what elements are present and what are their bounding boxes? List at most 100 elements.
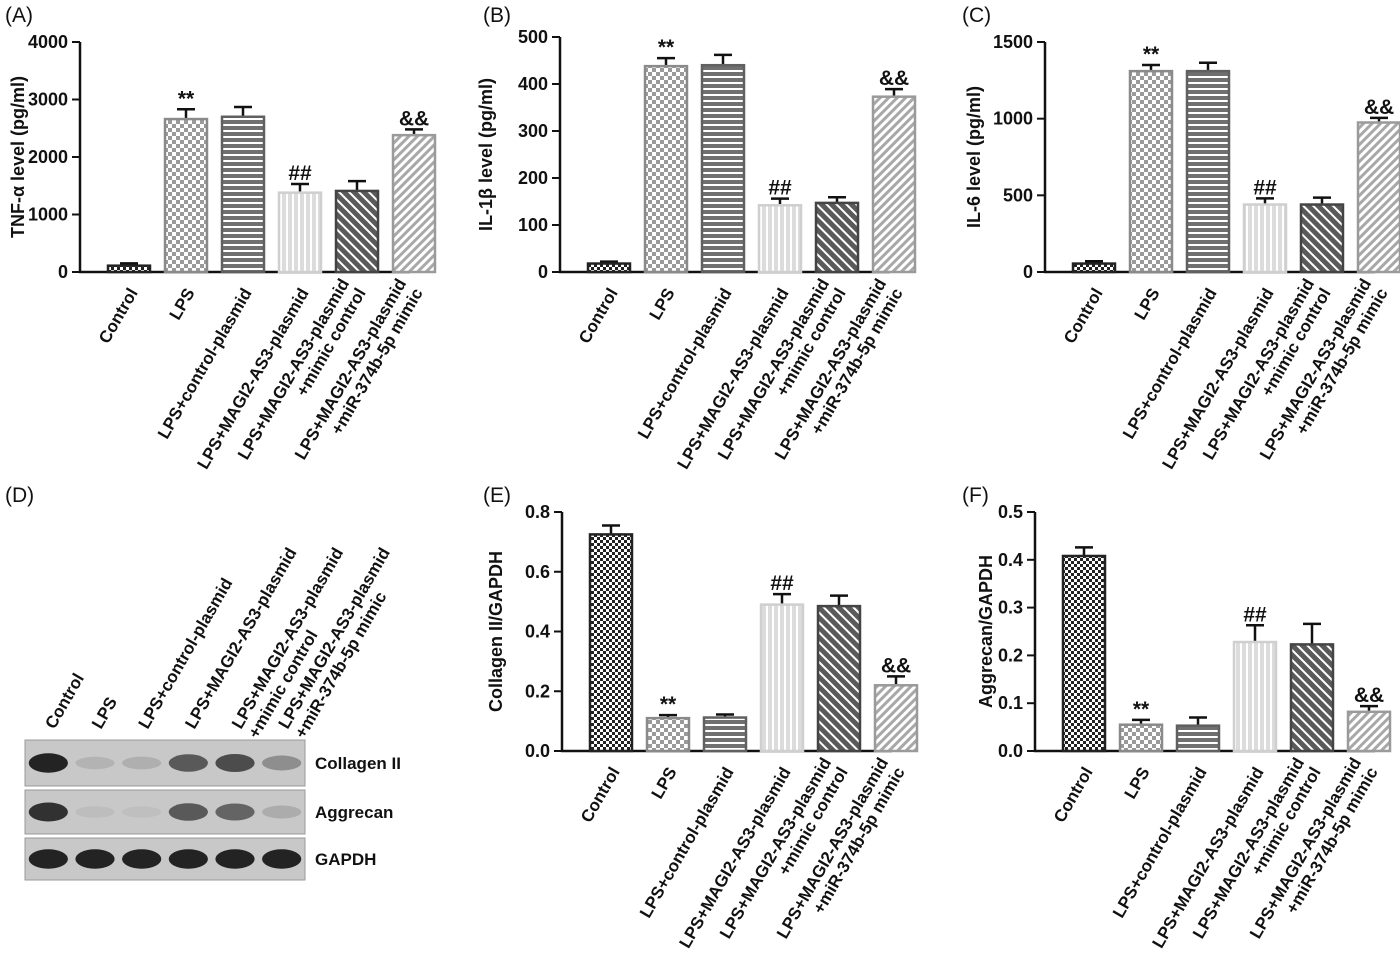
category-label-line: Control — [1050, 764, 1097, 826]
chart-panel-2: (C) 0 500 1000 1500 IL-6 level (pg/ml) Control… — [962, 4, 1400, 472]
bar — [220, 115, 266, 274]
category-label-line: Control — [95, 285, 142, 347]
significance-label: ## — [768, 177, 792, 200]
blot-band — [262, 805, 302, 819]
category-label-line: Control — [575, 285, 622, 347]
blot-band — [75, 756, 115, 770]
chart-panel-0: (A) 0 1000 2000 3000 4000 TNF-α level (pg/ml) C… — [5, 4, 437, 472]
bar — [1185, 69, 1231, 274]
y-axis-label: TNF-α level (pg/ml) — [8, 76, 28, 238]
bar — [645, 716, 691, 753]
bar — [1299, 203, 1345, 274]
bar — [334, 189, 380, 274]
lane-label: Control — [41, 670, 88, 732]
bar — [1118, 723, 1164, 753]
bar — [277, 191, 323, 274]
panel-label: (B) — [483, 4, 511, 27]
significance-label: ## — [288, 162, 312, 185]
y-tick-label: 300 — [518, 121, 548, 141]
category-label-line: LPS — [1131, 285, 1164, 323]
category-label: LPS — [1121, 764, 1154, 802]
panel-label: (A) — [5, 4, 33, 27]
category-label-line: LPS — [166, 285, 199, 323]
y-tick-label: 0 — [1023, 262, 1033, 282]
bar — [757, 204, 803, 274]
lane-label: LPS — [88, 694, 121, 732]
lane-label-line: Control — [41, 670, 88, 732]
blot-band — [75, 806, 115, 818]
bar — [871, 95, 917, 274]
category-label: LPS — [646, 285, 679, 323]
significance-label: ## — [1243, 603, 1267, 626]
y-tick-label: 100 — [518, 215, 548, 235]
panel-label: (C) — [962, 4, 991, 27]
category-label: LPS — [166, 285, 199, 323]
y-tick-label: 200 — [518, 168, 548, 188]
band-label: Collagen II — [315, 754, 401, 773]
y-tick-label: 1000 — [993, 109, 1033, 129]
significance-label: ## — [770, 572, 794, 595]
y-tick-label: 3000 — [28, 90, 68, 110]
category-label: Control — [1060, 285, 1107, 347]
bar — [1289, 643, 1335, 753]
blot-strip — [24, 739, 306, 787]
y-tick-label: 0.1 — [998, 693, 1023, 713]
y-tick-label: 1500 — [993, 32, 1033, 52]
significance-label: && — [399, 107, 429, 130]
category-label: LPS — [648, 764, 681, 802]
blot-row-collagen-ii: Collagen II — [24, 739, 401, 787]
bar — [163, 117, 209, 274]
y-tick-label: 0.3 — [998, 598, 1023, 618]
y-axis-label: Collagen II/GAPDH — [486, 551, 506, 712]
category-label: LPS — [1131, 285, 1164, 323]
blot-band — [168, 754, 208, 772]
y-tick-label: 400 — [518, 74, 548, 94]
bar — [1128, 69, 1174, 274]
bar — [814, 201, 860, 274]
category-label: Control — [577, 764, 624, 826]
blot-band — [168, 849, 208, 869]
category-label-line: LPS — [1121, 764, 1154, 802]
blot-band — [215, 803, 255, 821]
chart-panel-1: (B) 0 100 200 300 400 500 IL-1β level (pg/ml) Co… — [476, 4, 917, 472]
y-axis-label: IL-6 level (pg/ml) — [964, 86, 984, 228]
category-label: Control — [1050, 764, 1097, 826]
bar — [643, 64, 689, 274]
y-tick-label: 0 — [58, 262, 68, 282]
blot-band — [215, 849, 255, 869]
y-tick-label: 4000 — [28, 32, 68, 52]
bar — [700, 63, 746, 274]
bar — [1242, 203, 1288, 274]
significance-label: ## — [1253, 176, 1277, 199]
y-tick-label: 0.8 — [525, 502, 550, 522]
chart-panel-4: (F) 0.0 0.1 0.2 0.3 0.4 0.5 Aggrecan/GAPDH Contr… — [962, 484, 1392, 951]
y-tick-label: 0.0 — [525, 741, 550, 761]
blot-band — [168, 803, 208, 821]
blot-band — [75, 849, 115, 869]
bar — [1346, 710, 1392, 753]
significance-label: ** — [658, 36, 675, 59]
significance-label: && — [1364, 96, 1394, 119]
significance-label: && — [1354, 684, 1384, 707]
bar — [106, 264, 152, 274]
y-tick-label: 1000 — [28, 205, 68, 225]
y-axis-label: Aggrecan/GAPDH — [976, 555, 996, 708]
bar — [1071, 262, 1117, 274]
y-tick-label: 0.0 — [998, 741, 1023, 761]
panel-label: (D) — [5, 484, 34, 507]
significance-label: ** — [660, 693, 677, 716]
y-tick-label: 0.4 — [998, 550, 1023, 570]
significance-label: ** — [178, 87, 195, 110]
blot-band — [28, 802, 68, 822]
bar — [391, 133, 437, 274]
bar — [816, 604, 862, 753]
y-tick-label: 2000 — [28, 147, 68, 167]
significance-label: ** — [1133, 698, 1150, 721]
y-tick-label: 0.4 — [525, 622, 550, 642]
bar — [759, 603, 805, 753]
chart-panel-3: (E) 0.0 0.2 0.4 0.6 0.8 Collagen II/GAPDH Contr… — [483, 484, 919, 951]
blot-band — [215, 754, 255, 772]
bar — [702, 716, 748, 753]
category-label-line: Control — [577, 764, 624, 826]
bar — [588, 533, 634, 753]
